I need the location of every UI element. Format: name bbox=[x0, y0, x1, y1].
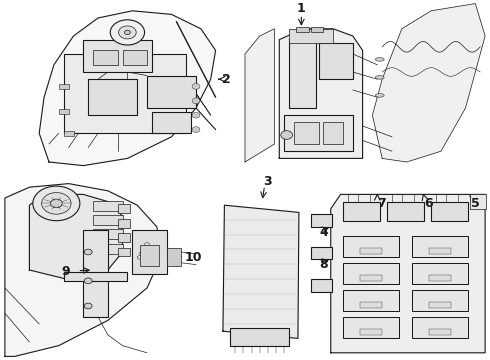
Bar bbox=[88, 79, 137, 115]
Bar bbox=[343, 236, 399, 257]
Bar bbox=[412, 290, 468, 311]
Text: 4: 4 bbox=[319, 226, 328, 239]
Bar bbox=[360, 248, 382, 254]
Bar bbox=[412, 236, 468, 257]
Ellipse shape bbox=[289, 37, 316, 42]
Circle shape bbox=[192, 98, 200, 104]
Bar bbox=[289, 29, 333, 43]
Bar bbox=[140, 245, 159, 266]
Text: 3: 3 bbox=[263, 175, 271, 188]
Bar bbox=[429, 329, 451, 335]
Bar bbox=[429, 302, 451, 308]
Bar bbox=[122, 50, 147, 65]
Circle shape bbox=[192, 112, 200, 118]
Bar bbox=[93, 201, 122, 211]
Bar bbox=[360, 302, 382, 308]
Circle shape bbox=[33, 186, 80, 221]
Bar bbox=[93, 229, 122, 239]
Bar bbox=[296, 27, 309, 32]
Polygon shape bbox=[223, 205, 299, 338]
Ellipse shape bbox=[375, 76, 384, 79]
Text: 2: 2 bbox=[222, 73, 231, 86]
Polygon shape bbox=[39, 11, 216, 166]
Bar bbox=[64, 131, 74, 136]
Bar bbox=[118, 219, 130, 228]
Bar bbox=[167, 248, 181, 266]
Bar bbox=[311, 279, 332, 292]
Bar bbox=[83, 230, 108, 317]
Bar bbox=[294, 122, 318, 144]
Circle shape bbox=[84, 249, 92, 255]
Bar bbox=[318, 43, 353, 79]
Bar bbox=[470, 194, 486, 209]
Bar bbox=[412, 263, 468, 284]
Text: 7: 7 bbox=[377, 197, 386, 210]
Text: 6: 6 bbox=[424, 197, 433, 210]
Bar bbox=[343, 317, 399, 338]
Bar bbox=[83, 40, 152, 72]
Text: 10: 10 bbox=[185, 251, 202, 264]
Polygon shape bbox=[279, 29, 363, 158]
Bar bbox=[64, 54, 186, 133]
Bar bbox=[387, 202, 424, 221]
Text: 1: 1 bbox=[297, 3, 306, 15]
Polygon shape bbox=[5, 184, 162, 356]
Text: 9: 9 bbox=[62, 265, 71, 278]
Bar bbox=[360, 275, 382, 281]
Bar bbox=[311, 214, 332, 227]
Circle shape bbox=[84, 278, 92, 284]
Bar bbox=[429, 248, 451, 254]
Circle shape bbox=[192, 127, 200, 132]
Circle shape bbox=[50, 199, 62, 208]
Bar bbox=[230, 328, 289, 346]
Bar bbox=[118, 204, 130, 213]
Bar bbox=[93, 50, 118, 65]
Bar bbox=[118, 233, 130, 242]
Bar bbox=[118, 248, 130, 256]
Bar bbox=[323, 122, 343, 144]
Bar bbox=[152, 112, 191, 133]
Polygon shape bbox=[245, 29, 274, 162]
Bar bbox=[93, 215, 122, 225]
Bar bbox=[343, 290, 399, 311]
Bar bbox=[93, 244, 122, 254]
Bar bbox=[59, 109, 69, 114]
Circle shape bbox=[84, 303, 92, 309]
Circle shape bbox=[42, 193, 71, 214]
Polygon shape bbox=[331, 194, 485, 353]
Polygon shape bbox=[29, 194, 122, 281]
Bar bbox=[343, 263, 399, 284]
Bar bbox=[429, 275, 451, 281]
Bar bbox=[284, 115, 353, 151]
Bar bbox=[360, 329, 382, 335]
Text: 5: 5 bbox=[471, 197, 480, 210]
Polygon shape bbox=[372, 4, 485, 162]
Bar bbox=[311, 247, 332, 259]
Bar bbox=[311, 27, 323, 32]
Circle shape bbox=[110, 20, 145, 45]
Circle shape bbox=[124, 30, 130, 35]
Circle shape bbox=[281, 131, 293, 139]
Bar bbox=[289, 40, 316, 108]
Bar bbox=[343, 202, 380, 221]
Bar bbox=[64, 272, 127, 281]
Bar bbox=[132, 230, 167, 274]
Bar bbox=[147, 76, 196, 108]
Bar bbox=[412, 317, 468, 338]
Bar bbox=[431, 202, 468, 221]
Text: 8: 8 bbox=[319, 258, 328, 271]
Ellipse shape bbox=[375, 58, 384, 61]
Circle shape bbox=[192, 84, 200, 89]
Bar bbox=[59, 84, 69, 89]
Circle shape bbox=[119, 26, 136, 39]
Ellipse shape bbox=[375, 94, 384, 97]
